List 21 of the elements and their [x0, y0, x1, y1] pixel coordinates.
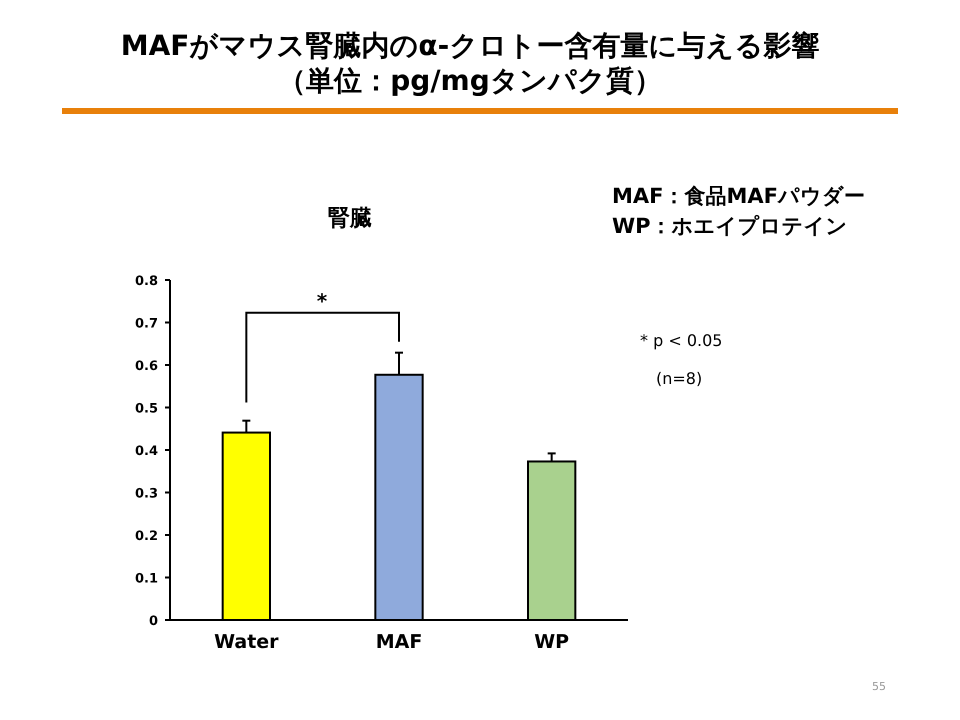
y-tick-label: 0.8	[134, 274, 158, 289]
chart-title: MAFがマウス腎臓内のα-クロトー含有量に与える影響	[120, 29, 820, 62]
text: WP：ホエイプロテイン	[612, 214, 848, 238]
y-tick-label: 0.3	[134, 486, 158, 502]
annotation: *	[316, 289, 328, 313]
y-tick-label: 0	[148, 614, 158, 629]
y-tick-label: 0.2	[134, 529, 158, 544]
text: MAF：食品MAFパウダー	[612, 184, 865, 208]
text: 腎臓	[328, 206, 372, 231]
y-tick-label: 0.5	[134, 402, 158, 416]
y-tick-label: 0.4	[134, 444, 158, 459]
y-tick-label: 0.6	[134, 359, 158, 374]
x-tick-label: MAF	[376, 631, 422, 653]
x-tick-label: WP	[534, 631, 570, 653]
text: * p < 0.05	[640, 331, 722, 350]
text: (n=8)	[656, 369, 702, 388]
chart-subtitle: （単位：pg/mgタンパク質）	[278, 64, 662, 97]
text: 55	[872, 680, 886, 693]
x-tick-label: Water	[214, 631, 280, 653]
y-tick-label: 0.1	[134, 572, 158, 586]
y-tick-label: 0.7	[134, 316, 158, 332]
